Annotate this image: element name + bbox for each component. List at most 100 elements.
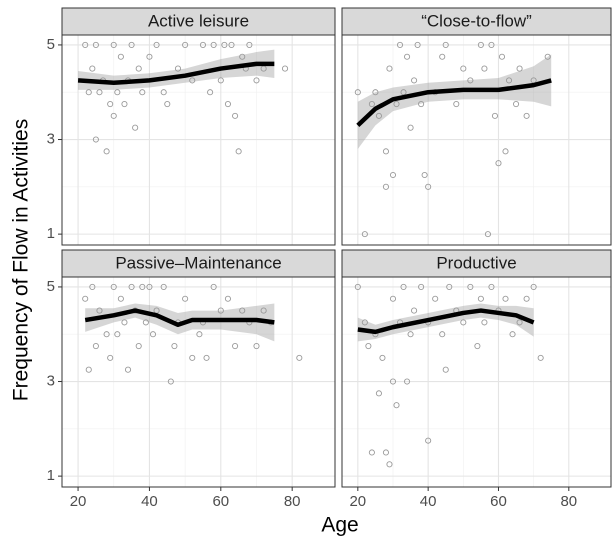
point [379, 354, 386, 361]
point [224, 295, 231, 302]
smooth-line [357, 308, 535, 335]
y-tick-label: 5 [47, 36, 55, 53]
point [110, 41, 117, 48]
point [386, 461, 393, 468]
point [418, 283, 425, 290]
point [442, 41, 449, 48]
point [174, 65, 182, 72]
point [82, 295, 89, 302]
point [484, 231, 491, 238]
point [389, 378, 397, 385]
x-tick-label: 20 [349, 493, 366, 510]
point [224, 101, 231, 108]
point [382, 449, 390, 456]
y-axis-label: Frequency of Flow in Activities [10, 119, 33, 401]
point [375, 390, 382, 397]
strip [61, 249, 336, 278]
point [481, 319, 488, 326]
point [107, 354, 114, 361]
point [164, 101, 171, 108]
strip-label: Productive [436, 253, 516, 272]
point [239, 53, 246, 60]
point [182, 41, 189, 48]
x-tick-label: 60 [490, 493, 507, 510]
point [393, 101, 400, 108]
point [128, 283, 135, 290]
point [439, 331, 446, 338]
point [296, 354, 303, 361]
point [253, 343, 260, 350]
point [114, 331, 121, 338]
point [228, 41, 235, 48]
point [467, 283, 474, 290]
y-tick-label: 1 [47, 467, 55, 484]
point [516, 319, 523, 326]
point [110, 112, 117, 119]
point [117, 295, 124, 302]
point [146, 53, 153, 60]
point [110, 283, 117, 290]
point [203, 354, 210, 361]
point [425, 183, 432, 190]
point [121, 319, 128, 326]
point [142, 319, 149, 326]
point [537, 354, 544, 361]
point [404, 378, 411, 385]
point [425, 437, 432, 444]
point [139, 89, 146, 96]
strip [341, 7, 612, 36]
smooth-line [84, 308, 275, 328]
point [103, 148, 110, 155]
x-tick-label: 80 [560, 493, 577, 510]
y-tick-label: 3 [47, 130, 55, 147]
point [491, 112, 499, 119]
point [121, 101, 128, 108]
point [502, 295, 509, 302]
y-tick-label: 1 [47, 225, 55, 242]
point [513, 101, 520, 108]
strip [341, 249, 612, 278]
point [544, 53, 551, 60]
point [182, 295, 189, 302]
point [421, 171, 428, 179]
point [281, 65, 289, 72]
point [393, 402, 400, 409]
x-tick-label: 60 [212, 493, 229, 510]
point [432, 295, 439, 302]
point [354, 283, 361, 290]
x-tick-label: 40 [420, 493, 437, 510]
point [107, 101, 114, 108]
point [375, 112, 382, 119]
point [530, 283, 537, 290]
point [92, 343, 99, 350]
smooth-line [356, 78, 552, 127]
confidence-band [357, 54, 552, 149]
point [89, 283, 96, 290]
point [239, 307, 246, 314]
point [467, 77, 474, 84]
point [124, 366, 132, 373]
point [396, 41, 404, 48]
point [146, 283, 153, 290]
x-tick-label: 20 [70, 493, 87, 510]
point [418, 101, 425, 108]
point [96, 307, 103, 314]
point [82, 41, 89, 48]
x-axis-label: Age [321, 514, 358, 537]
point [481, 65, 488, 72]
point [365, 343, 372, 350]
strip-label: “Close-to-flow” [421, 11, 532, 30]
point [199, 41, 207, 48]
point [400, 283, 407, 290]
point [160, 89, 167, 96]
point [217, 307, 224, 314]
point [96, 89, 103, 96]
point [135, 343, 142, 350]
point [92, 41, 99, 48]
point [153, 41, 160, 48]
point [232, 343, 239, 350]
point [389, 171, 397, 179]
y-tick-label: 5 [47, 278, 55, 295]
y-tick-label: 3 [47, 372, 55, 389]
